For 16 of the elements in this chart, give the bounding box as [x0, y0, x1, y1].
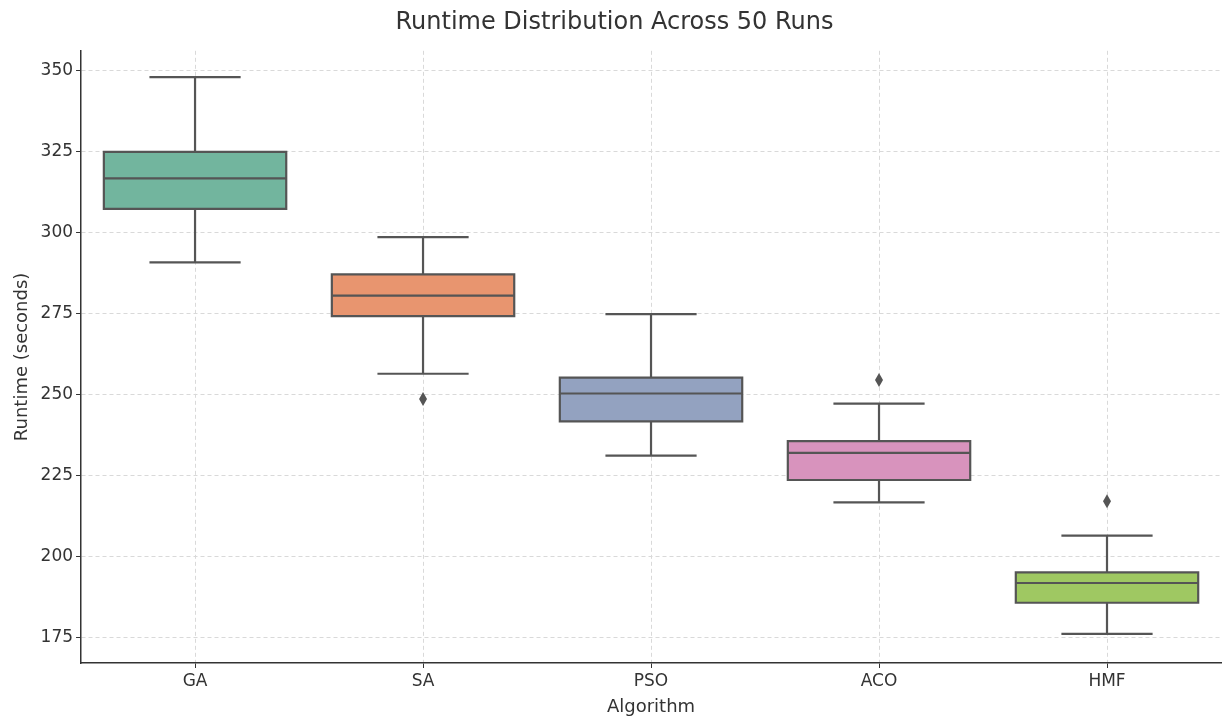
y-tick-label: 275 — [40, 301, 74, 322]
y-tick-label: 250 — [40, 382, 74, 403]
y-axis-title: Runtime (seconds) — [10, 272, 32, 442]
chart-title: Runtime Distribution Across 50 Runs — [395, 6, 834, 35]
x-tick-label: HMF — [1088, 669, 1126, 690]
x-tick-label: SA — [411, 669, 435, 690]
y-tick-label: 350 — [40, 58, 74, 79]
x-axis-title: Algorithm — [606, 694, 696, 716]
y-tick-label: 225 — [40, 463, 74, 484]
y-tick-label: 175 — [40, 625, 74, 646]
x-tick-label: GA — [182, 669, 208, 690]
y-tick-label: 325 — [40, 139, 74, 160]
x-tick-label: ACO — [860, 669, 898, 690]
x-tick-label: PSO — [633, 669, 669, 690]
y-tick-label: 200 — [40, 544, 74, 565]
y-tick-label: 300 — [40, 220, 74, 241]
